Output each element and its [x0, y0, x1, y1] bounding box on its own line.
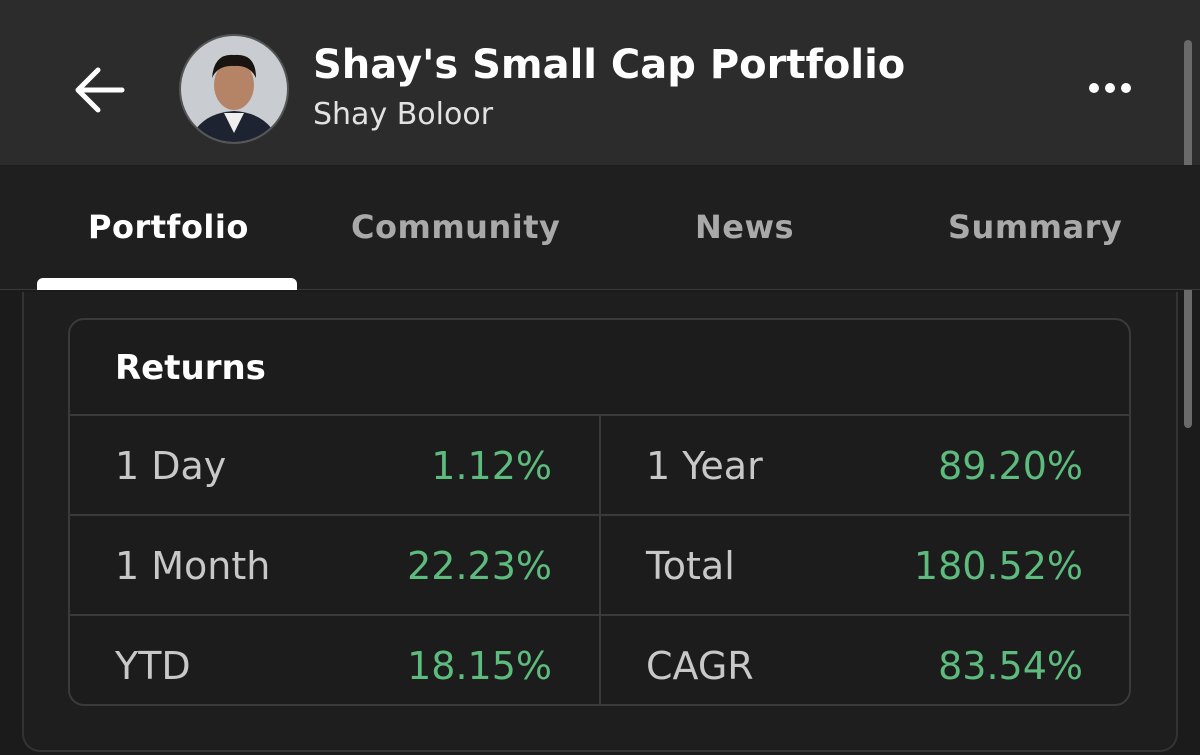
avatar[interactable]: [178, 33, 290, 145]
back-button[interactable]: [70, 60, 130, 120]
return-value: 1.12%: [431, 444, 552, 488]
divider: [599, 415, 601, 706]
more-menu[interactable]: [1085, 78, 1135, 98]
return-value: 18.15%: [407, 644, 552, 688]
return-value: 180.52%: [913, 544, 1083, 588]
active-tab-indicator: [37, 278, 297, 290]
tab[interactable]: Portfolio: [88, 208, 249, 246]
tab[interactable]: News: [695, 208, 795, 246]
card-title: Returns: [115, 348, 266, 388]
period-label: 1 Month: [115, 544, 271, 588]
period-label: 1 Year: [646, 444, 763, 488]
return-value: 22.23%: [407, 544, 552, 588]
owner-name: Shay Boloor: [313, 97, 494, 132]
tab[interactable]: Community: [351, 208, 561, 246]
tab[interactable]: Summary: [948, 208, 1123, 246]
portfolio-title: Shay's Small Cap Portfolio: [313, 42, 906, 88]
period-label: YTD: [115, 644, 191, 688]
return-value: 83.54%: [938, 644, 1083, 688]
period-label: 1 Day: [115, 444, 227, 488]
tab-bar: [0, 165, 1200, 290]
period-label: CAGR: [646, 644, 754, 688]
return-value: 89.20%: [938, 444, 1083, 488]
period-label: Total: [646, 544, 735, 588]
